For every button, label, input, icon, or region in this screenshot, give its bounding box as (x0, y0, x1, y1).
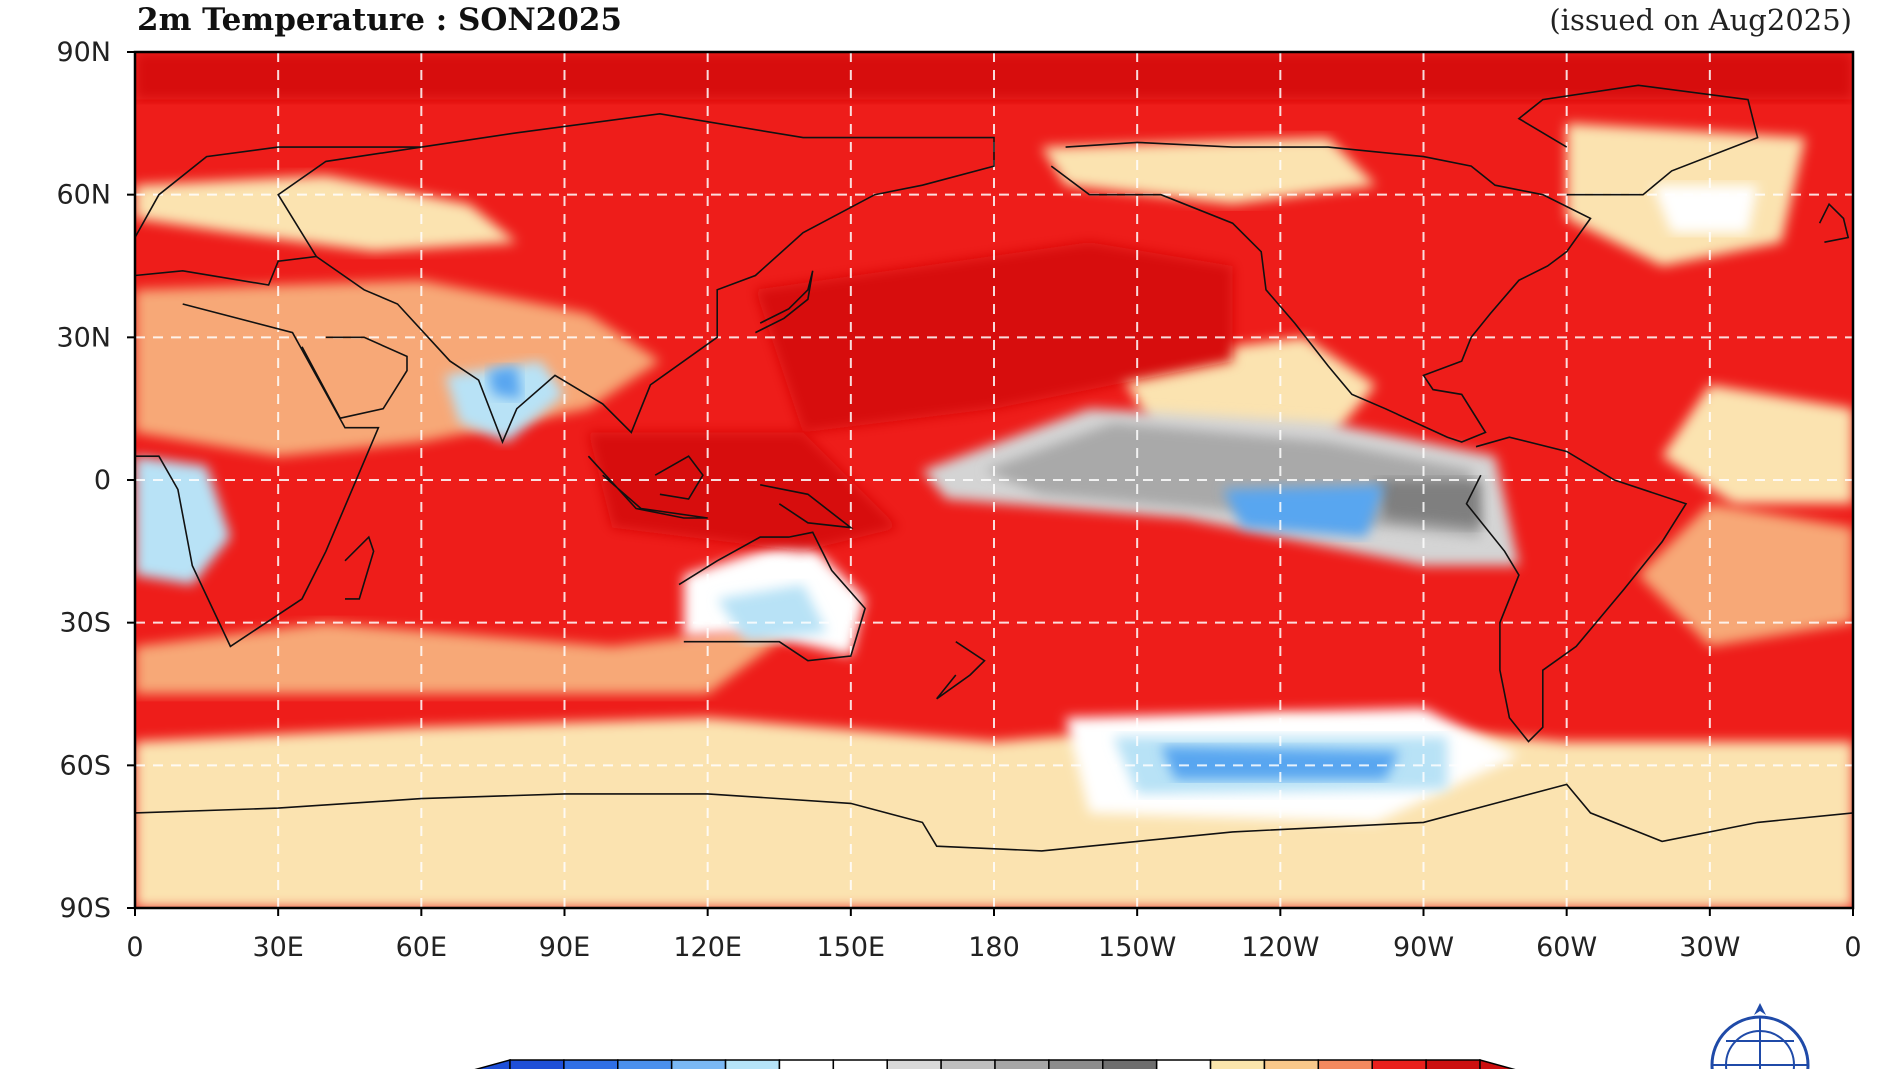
lon-tick-label: 30W (1679, 932, 1740, 963)
lat-tick-label: 60S (60, 750, 112, 781)
lon-tick-label: 90W (1393, 932, 1454, 963)
lon-tick-label: 90E (539, 932, 590, 963)
coastline-australia (678, 531, 866, 662)
anomaly-maritime-warm-strong (588, 432, 899, 552)
anomaly-enso-cool (1223, 484, 1386, 538)
lat-tick-label: 60N (56, 180, 111, 211)
anomaly-neutral-north-atlantic (1652, 185, 1758, 233)
lon-tick-label: 150E (817, 932, 886, 963)
colorbar-swatch (670, 1059, 727, 1069)
colorbar-swatch (1155, 1059, 1212, 1069)
colorbar-extend-high (1479, 1059, 1516, 1069)
lon-tick-label: 30E (252, 932, 303, 963)
coastline-japan (755, 270, 814, 334)
lon-tick-label: 180 (968, 932, 1020, 963)
anomaly-india-cool-core (488, 365, 522, 400)
anomaly-india-cool (445, 361, 565, 442)
anomaly-australia-light (717, 584, 827, 642)
colorbar-swatch (994, 1059, 1050, 1069)
coastline-south-america (1465, 436, 1688, 743)
coastline-antarctica (135, 783, 1853, 852)
colorbar-unit: % (1530, 1066, 1549, 1069)
coastline-new-zealand (936, 641, 986, 700)
lon-tick-label: 0 (1844, 932, 1861, 963)
colorbar-swatch (1425, 1059, 1481, 1069)
lon-tick-label: 60W (1536, 932, 1597, 963)
colorbar-swatch (1102, 1059, 1158, 1069)
anomaly-mild-south-atlantic (1638, 503, 1853, 647)
coastlines (135, 84, 1853, 852)
coastline-indonesia (587, 455, 708, 519)
map-title: 2m Temperature : SON2025 (137, 2, 622, 38)
coastline-asia (315, 112, 995, 445)
lat-tick-label: 30S (60, 608, 112, 639)
lon-tick-label: 0 (126, 932, 143, 963)
colorbar (474, 1059, 1516, 1069)
lon-tick-label: 60E (396, 932, 447, 963)
coastline-borneo (654, 455, 704, 500)
colorbar-swatch (617, 1059, 673, 1069)
coastline-arabia-india (301, 336, 408, 420)
colorbar-swatch (778, 1059, 835, 1069)
colorbar-swatch (1209, 1059, 1266, 1069)
colorbar-swatch (832, 1059, 888, 1069)
anomaly-enso-grey-dark (1375, 480, 1481, 528)
colorbar-swatch (724, 1059, 781, 1069)
colorbar-swatch (1048, 1059, 1104, 1069)
lat-tick-label: 30N (56, 322, 111, 353)
coastline-north-america (1050, 141, 1592, 443)
lat-tick-label: 0 (94, 465, 111, 496)
anomaly-pacific-warm-strong (755, 242, 1233, 433)
issued-date: (issued on Aug2025) (1549, 3, 1852, 37)
lat-tick-label: 90N (56, 37, 111, 68)
lon-tick-label: 120W (1241, 932, 1319, 963)
anomaly-light-north-pacific (1041, 137, 1376, 205)
temperature-anomaly-map (135, 52, 1853, 908)
colorbar-swatch (563, 1059, 619, 1069)
colorbar-swatch (886, 1059, 942, 1069)
colorbar-extend-low (474, 1059, 511, 1069)
anomaly-west-africa-cool (135, 456, 231, 585)
coastline-europe (135, 146, 422, 286)
coastline-uk (1818, 202, 1850, 243)
colorbar-swatch (509, 1059, 565, 1069)
colorbar-swatch (1317, 1059, 1373, 1069)
graticule (135, 52, 1853, 908)
colorbar-swatch (1371, 1059, 1427, 1069)
coastline-greenland (1517, 84, 1759, 196)
lon-tick-label: 120E (673, 932, 742, 963)
colorbar-swatch (1263, 1059, 1320, 1069)
coastline-new-guinea (760, 484, 854, 529)
latitude-axis: 90N 60N 30N 0 30S 60S 90S (56, 37, 135, 924)
anomaly-mild-southern-ocean (135, 622, 804, 694)
lat-tick-label: 90S (60, 893, 112, 924)
longitude-axis: 0 30E 60E 90E 120E 150E 180 150W 120W 90W 60W 30W 0 (126, 908, 1862, 963)
coastline-madagascar (344, 535, 375, 600)
lon-tick-label: 150W (1098, 932, 1176, 963)
wmo-logo (1710, 1003, 1810, 1069)
colorbar-swatch (940, 1059, 996, 1069)
